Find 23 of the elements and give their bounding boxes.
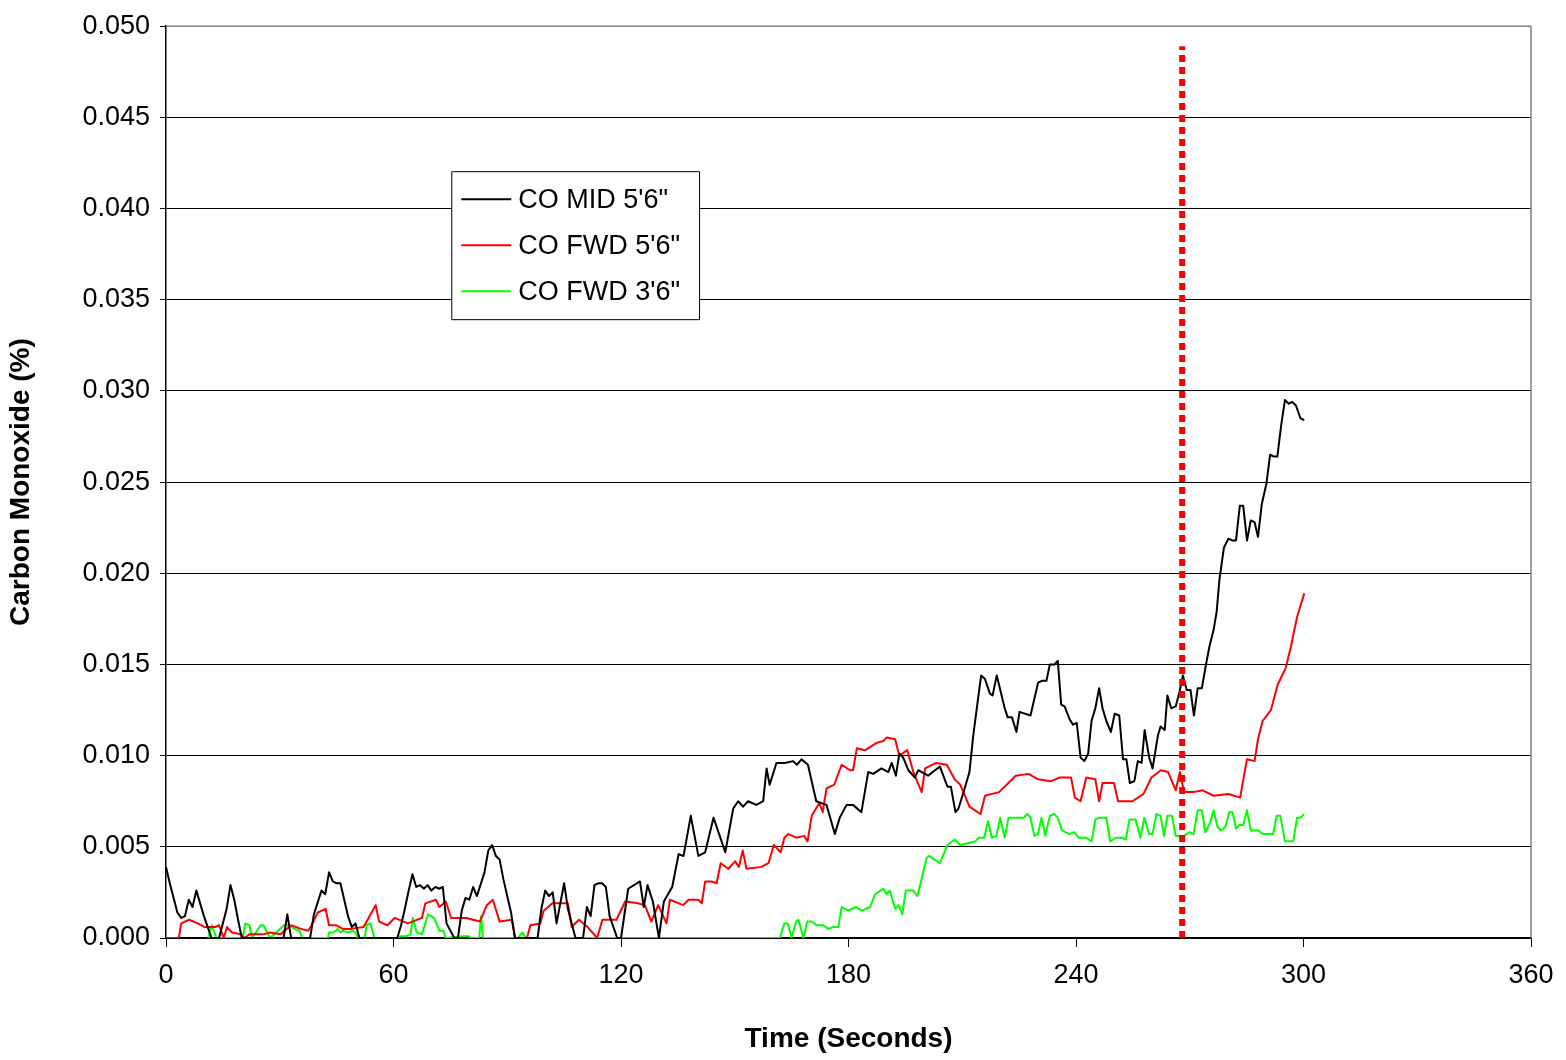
y-tick-label: 0.050 [82,9,150,40]
x-tick-label: 60 [378,958,409,989]
x-tick-label: 300 [1280,958,1327,989]
y-tick-label: 0.000 [82,921,150,952]
y-tick-label: 0.010 [82,739,150,770]
y-tick-label: 0.025 [82,465,150,496]
x-tick-label: 240 [1053,958,1099,989]
y-tick-label: 0.020 [82,556,150,587]
legend-label: CO MID 5'6" [518,183,669,214]
y-axis-title: Carbon Monoxide (%) [3,338,35,626]
x-tick-label: 0 [158,958,174,989]
x-tick-label: 360 [1508,958,1554,989]
y-tick-label: 0.045 [82,100,150,131]
y-tick-label: 0.005 [82,830,150,861]
legend-label: CO FWD 3'6" [518,275,681,306]
y-tick-label: 0.040 [82,192,150,223]
y-tick-label: 0.030 [82,374,150,405]
y-tick-label: 0.035 [82,283,150,314]
y-tick-label: 0.015 [82,647,150,678]
x-tick-label: 180 [825,958,872,989]
x-axis-title: Time (Seconds) [744,1021,953,1053]
x-tick-label: 120 [598,958,644,989]
legend-label: CO FWD 5'6" [518,229,681,260]
